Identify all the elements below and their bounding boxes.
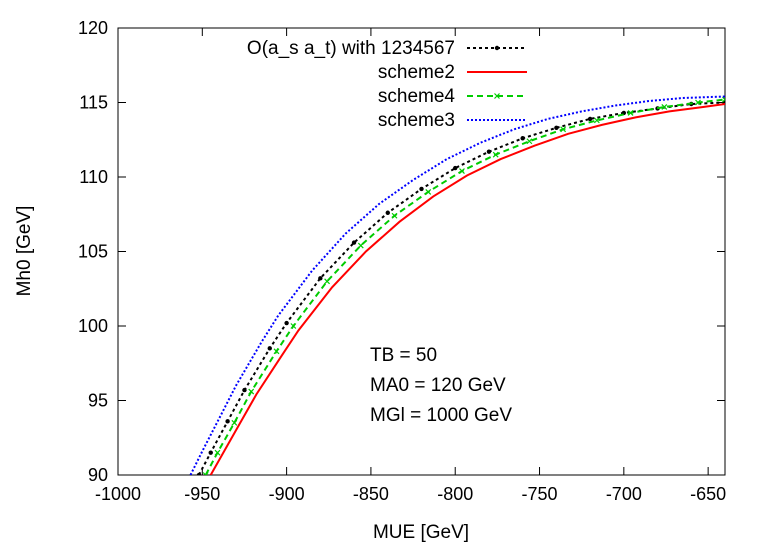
- series-1-point: [196, 472, 202, 475]
- series-3-point: [324, 278, 331, 285]
- y-tick-label: 115: [79, 93, 108, 113]
- y-tick-label: 110: [79, 167, 108, 187]
- series-1-point: [318, 276, 323, 281]
- series-3-point: [526, 138, 533, 145]
- series-1-point: [486, 149, 492, 154]
- y-tick-label: 90: [88, 465, 108, 485]
- series-1-point: [267, 346, 272, 351]
- series-3-point: [231, 419, 238, 426]
- series-3-point: [695, 99, 701, 106]
- series-3-point: [661, 104, 668, 110]
- series-4-line: [189, 95, 725, 475]
- series-3-point: [357, 242, 364, 249]
- series-1-point: [419, 186, 424, 192]
- legend: O(a_s a_t) with 1234567 scheme2 scheme4 sch…: [247, 38, 527, 131]
- x-tick-label: -1000: [95, 484, 141, 504]
- series-3-point: [391, 212, 398, 219]
- x-tick-label: -700: [606, 484, 642, 504]
- series-1-point: [225, 419, 230, 424]
- x-axis-label: MUE [GeV]: [373, 522, 469, 543]
- series-1-point: [520, 136, 525, 141]
- series-3-point: [248, 388, 255, 395]
- ticks: -1000 -950 -900 -850 -800 -750 -700 -650 90 95 100…: [78, 18, 726, 504]
- series-2-line: [209, 103, 725, 475]
- legend-entry-2-label: scheme2: [378, 62, 455, 83]
- series-3-point: [593, 117, 600, 124]
- series-3-point: [273, 348, 280, 355]
- legend-entry-3-label: scheme4: [378, 86, 456, 107]
- y-tick-label: 120: [78, 18, 108, 38]
- legend-entry-1-point: [494, 45, 500, 51]
- y-axis-label: Mh0 [GeV]: [14, 206, 35, 297]
- x-tick-label: -850: [353, 484, 389, 504]
- series-3-point: [459, 168, 465, 174]
- series-3-point: [214, 449, 221, 456]
- x-tick-label: -800: [437, 484, 473, 504]
- series-1-point: [284, 320, 289, 326]
- series-3-point: [492, 151, 499, 158]
- y-tick-label: 105: [78, 242, 108, 262]
- legend-entry-3-point: [494, 93, 500, 99]
- series-3-point: [290, 323, 297, 329]
- x-tick-label: -900: [269, 484, 305, 504]
- annotation-tb: TB = 50: [370, 345, 437, 366]
- series-1-point: [351, 240, 357, 245]
- series-3-point: [722, 96, 725, 103]
- series-3-point: [560, 126, 567, 133]
- series-1-point: [587, 116, 593, 122]
- series-clip: [189, 95, 725, 475]
- series-1-point: [242, 387, 247, 393]
- series-1-point: [385, 210, 390, 215]
- series-1-point: [453, 165, 458, 171]
- x-tick-label: -650: [690, 484, 726, 504]
- annotation-mgl: MGl = 1000 GeV: [370, 405, 512, 426]
- x-tick-label: -750: [522, 484, 558, 504]
- series-3-point: [425, 188, 432, 195]
- series-1-point: [554, 125, 559, 131]
- legend-entry-1-label: O(a_s a_t) with 1234567: [247, 38, 455, 59]
- y-tick-label: 100: [78, 316, 108, 336]
- annotation-ma0: MA0 = 120 GeV: [370, 375, 506, 396]
- series-1-point: [208, 450, 213, 455]
- x-tick-label: -950: [184, 484, 220, 504]
- series-3-point: [627, 110, 634, 116]
- series-3-point: [202, 472, 209, 475]
- y-tick-label: 95: [88, 391, 108, 411]
- legend-entry-4-label: scheme3: [378, 110, 455, 131]
- series-group: [189, 95, 725, 475]
